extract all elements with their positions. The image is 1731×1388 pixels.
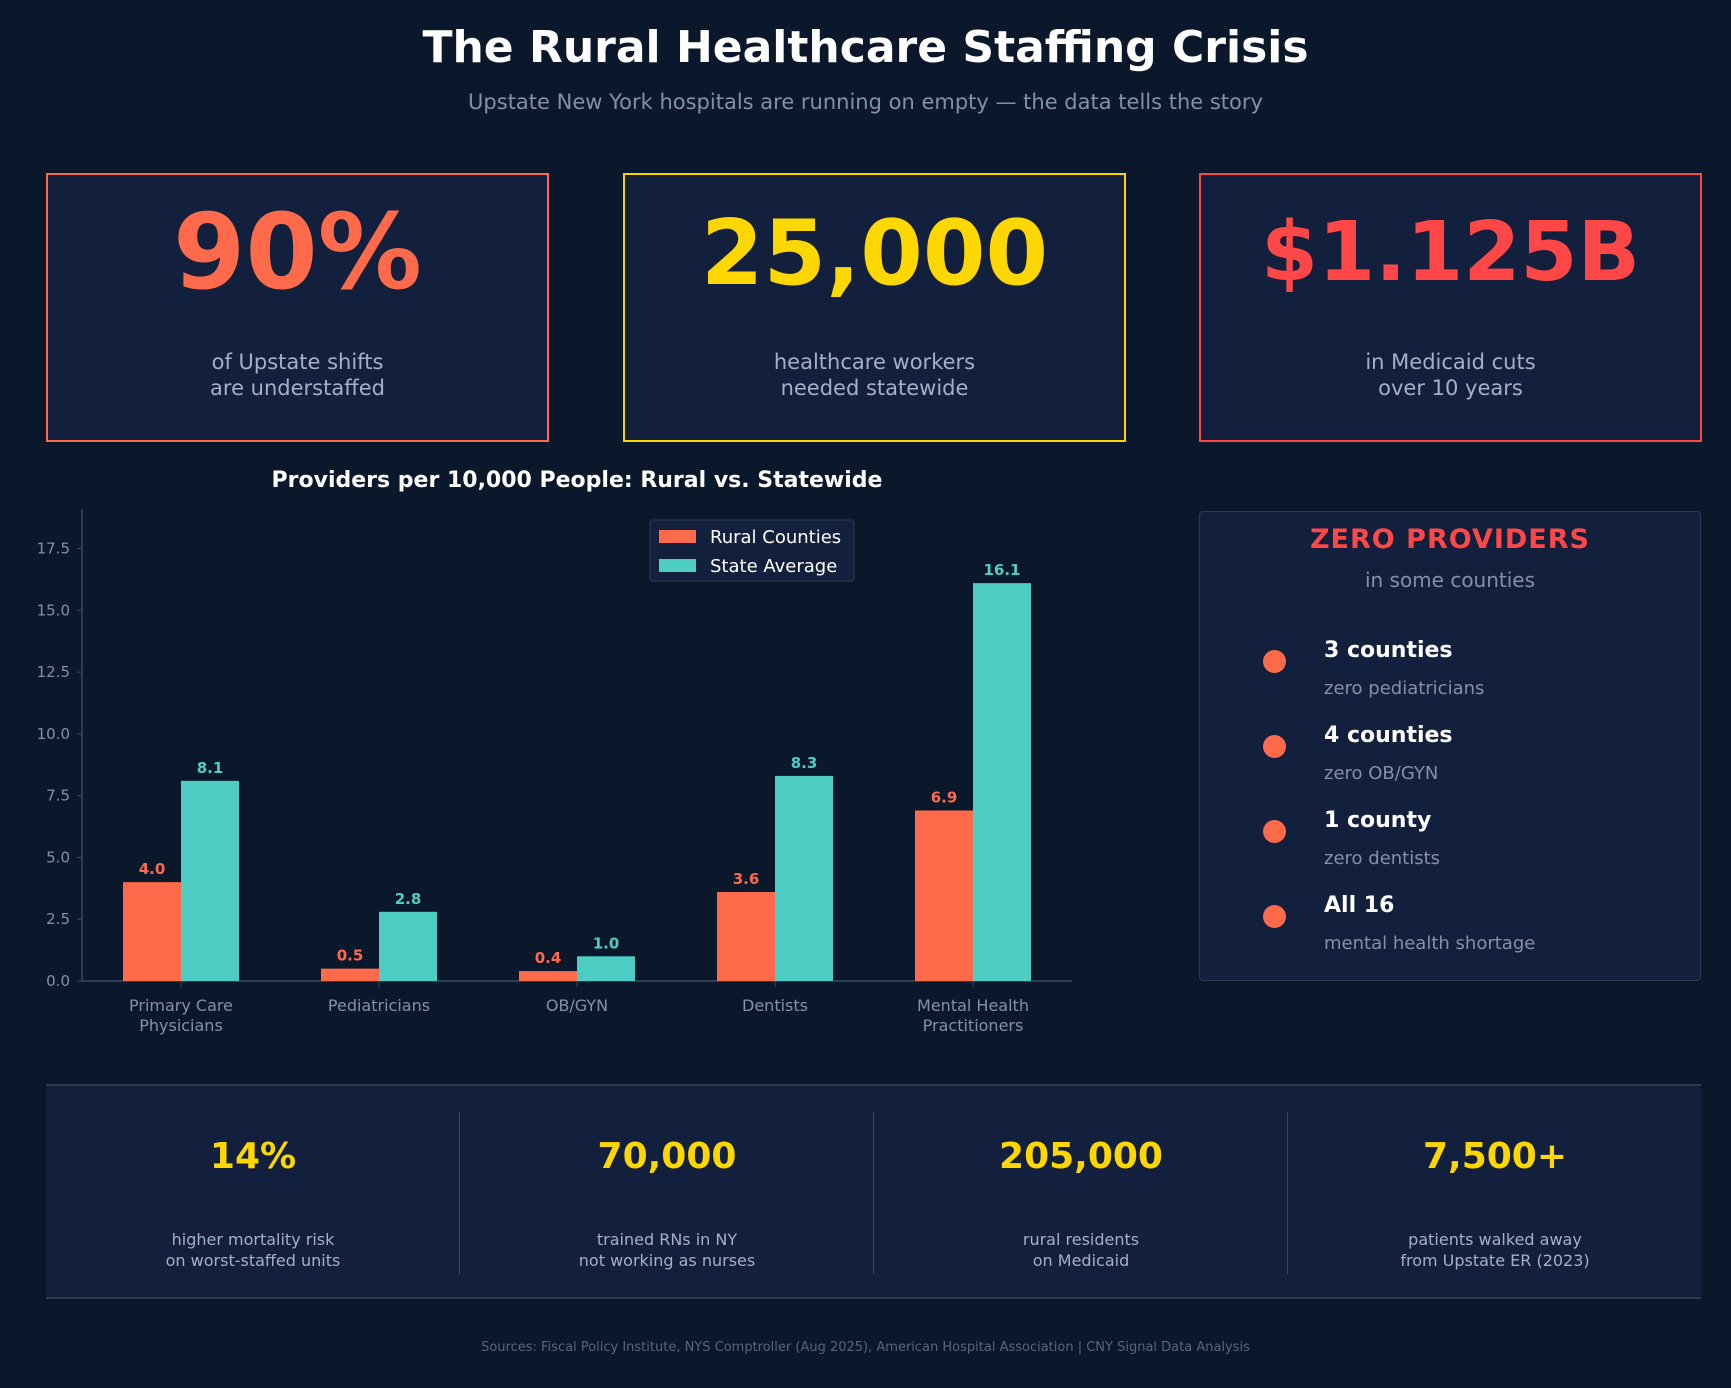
bar-state [379,911,437,981]
stat-value: 7,500+ [1422,1136,1568,1177]
bullet-dot-icon [1263,905,1286,928]
bar-rural [915,810,973,981]
bottom-stats-panel: 14% higher mortality risk on worst-staffe… [46,1084,1701,1299]
stat-value: 70,000 [597,1136,737,1177]
x-tick-label: Mental Health [917,996,1029,1015]
card-value: 90% [173,191,422,313]
bar-state [973,583,1031,981]
data-label: 0.4 [535,949,562,967]
sources-footer: Sources: Fiscal Policy Institute, NYS Co… [481,1340,1250,1355]
item-desc: mental health shortage [1324,933,1536,954]
stat-label: rural residents on Medicaid [1022,1230,1140,1270]
stat-card-understaffed: 90% of Upstate shifts are understaffed [46,173,549,442]
x-tick-label: OB/GYN [546,996,608,1015]
y-tick-label: 5.0 [46,848,70,866]
bar-rural [123,882,181,981]
item-desc: zero OB/GYN [1324,763,1439,784]
bullet-dot-icon [1263,735,1286,758]
card-value: $1.125B [1261,205,1640,300]
data-label: 1.0 [593,934,620,952]
bar-state [775,775,833,981]
x-tick-label: Practitioners [923,1016,1024,1035]
zero-providers-title: ZERO PROVIDERS [1309,524,1590,555]
data-label: 8.1 [197,759,224,777]
bullet-dot-icon [1263,820,1286,843]
bar-rural [717,892,775,981]
card-value: 25,000 [700,201,1049,306]
divider [873,1112,874,1274]
y-tick-label: 0.0 [46,972,70,990]
data-label: 0.5 [337,947,364,965]
x-tick-label: Dentists [742,996,808,1015]
card-label: in Medicaid cuts over 10 years [1365,350,1536,400]
bar-rural [519,971,577,981]
item-head: 4 counties [1324,723,1453,748]
divider [1287,1112,1288,1274]
legend-label: State Average [710,556,837,577]
data-label: 3.6 [733,870,760,888]
y-tick-label: 17.5 [37,540,70,558]
legend-label: Rural Counties [710,527,841,548]
y-tick-label: 10.0 [37,725,70,743]
card-label: healthcare workers needed statewide [773,350,976,400]
stat-card-medicaid: $1.125B in Medicaid cuts over 10 years [1199,173,1702,442]
stat-label: trained RNs in NY not working as nurses [578,1230,756,1270]
zero-providers-panel: ZERO PROVIDERS in some counties 3 counti… [1199,511,1701,981]
stat-er-walkouts: 7,500+ patients walked away from Upstate … [1288,1086,1702,1297]
data-label: 6.9 [931,788,958,806]
item-head: All 16 [1324,893,1395,918]
bar-rural [321,968,379,981]
stat-rns: 70,000 trained RNs in NY not working as n… [460,1086,874,1297]
y-tick-label: 2.5 [46,910,70,928]
stat-label: higher mortality risk on worst-staffed u… [165,1230,341,1270]
y-tick-label: 12.5 [37,663,70,681]
y-tick-label: 7.5 [46,787,70,805]
item-desc: zero dentists [1324,848,1441,869]
legend [649,519,855,582]
bar-state [181,780,239,981]
chart-title: Providers per 10,000 People: Rural vs. S… [271,468,883,493]
stat-card-workers: 25,000 healthcare workers needed statewi… [623,173,1126,442]
bar-state [577,956,635,981]
page-title: The Rural Healthcare Staffing Crisis [422,22,1309,73]
x-tick-label: Pediatricians [328,996,430,1015]
legend-swatch [659,559,696,572]
legend-swatch [659,530,696,543]
bullet-dot-icon [1263,650,1286,673]
divider [459,1112,460,1274]
page-subtitle: Upstate New York hospitals are running o… [468,90,1263,114]
stat-label: patients walked away from Upstate ER (20… [1400,1230,1590,1270]
zero-providers-subtitle: in some counties [1364,568,1536,592]
item-head: 1 county [1324,808,1432,833]
data-label: 2.8 [395,890,422,908]
card-label: of Upstate shifts are understaffed [210,350,385,400]
x-tick-label: Primary Care [129,996,233,1015]
data-label: 4.0 [139,860,166,878]
stat-mortality: 14% higher mortality risk on worst-staffe… [46,1086,460,1297]
stat-medicaid-residents: 205,000 rural residents on Medicaid [874,1086,1288,1297]
x-tick-label: Physicians [139,1016,223,1035]
stat-value: 205,000 [999,1136,1163,1177]
item-desc: zero pediatricians [1324,678,1485,699]
data-label: 8.3 [791,754,818,772]
stat-value: 14% [209,1136,297,1177]
item-head: 3 counties [1324,638,1453,663]
y-tick-label: 15.0 [37,601,70,619]
data-label: 16.1 [983,561,1020,579]
